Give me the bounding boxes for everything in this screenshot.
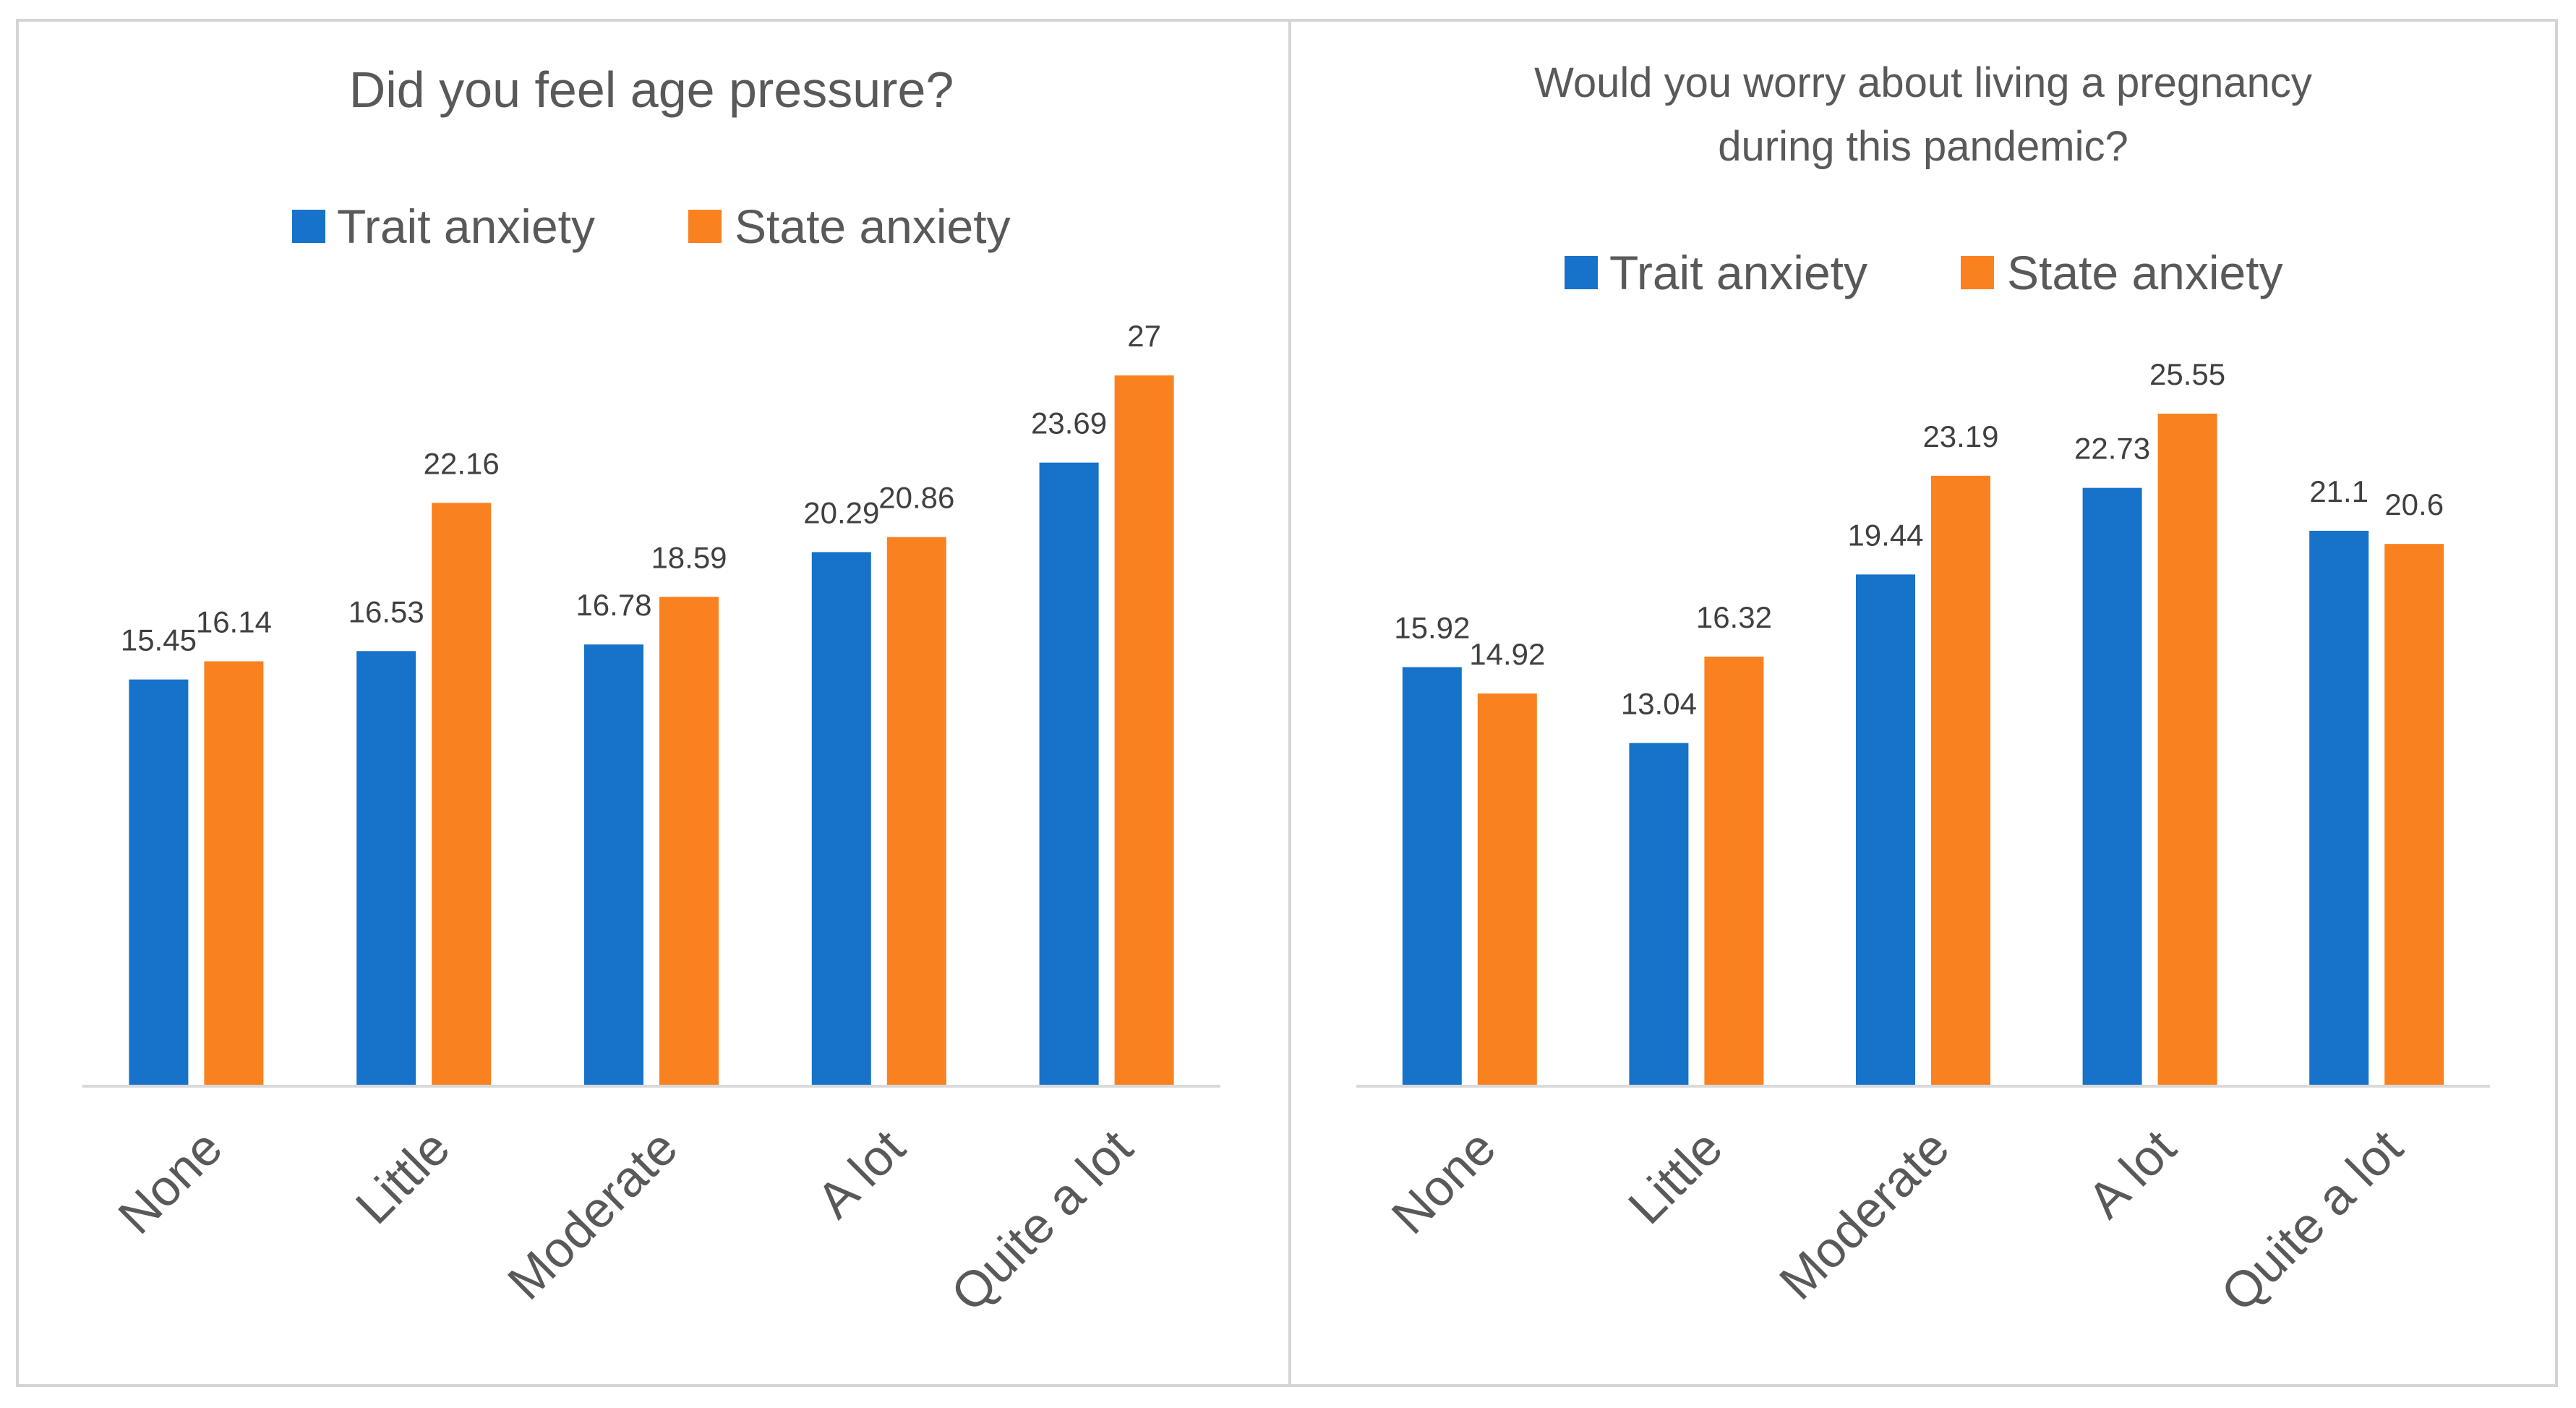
data-label: 20.86 xyxy=(878,481,954,515)
data-label: 22.16 xyxy=(424,446,500,480)
data-label: 15.45 xyxy=(121,623,197,657)
data-label: 16.53 xyxy=(348,594,424,628)
bar-trait-a-lot xyxy=(811,552,871,1086)
bar-trait-none xyxy=(129,679,189,1086)
bar-trait-quite-a-lot xyxy=(2309,530,2369,1086)
data-label: 20.6 xyxy=(2384,487,2444,521)
bar-state-quite-a-lot xyxy=(2384,544,2444,1086)
legend-label-state: State anxiety xyxy=(2007,246,2283,299)
bar-state-none xyxy=(1477,693,1537,1086)
data-label: 18.59 xyxy=(651,540,727,574)
bar-trait-little xyxy=(356,651,416,1086)
data-label: 14.92 xyxy=(1469,637,1545,671)
data-label: 16.78 xyxy=(575,588,651,622)
bar-state-none xyxy=(204,661,264,1086)
bar-trait-moderate xyxy=(1856,574,1915,1086)
data-label: 22.73 xyxy=(2074,432,2150,466)
chart-title: Did you feel age pressure? xyxy=(349,61,954,118)
bar-state-a-lot xyxy=(886,537,946,1086)
bar-state-little xyxy=(432,503,492,1086)
data-label: 16.14 xyxy=(196,605,272,639)
data-label: 25.55 xyxy=(2149,357,2225,391)
chart-title: during this pandemic? xyxy=(1718,123,2128,170)
legend-swatch-state xyxy=(688,210,722,243)
data-label: 21.1 xyxy=(2309,474,2369,508)
legend-swatch-trait xyxy=(1565,256,1598,289)
legend-swatch-trait xyxy=(292,210,325,243)
data-label: 19.44 xyxy=(1847,518,1923,552)
data-label: 15.92 xyxy=(1394,611,1470,645)
data-label: 16.32 xyxy=(1696,600,1772,634)
bar-trait-a-lot xyxy=(2082,487,2142,1086)
bar-trait-none xyxy=(1402,667,1462,1086)
data-label: 20.29 xyxy=(803,495,879,529)
bar-state-quite-a-lot xyxy=(1114,375,1174,1086)
legend-label-trait: Trait anxiety xyxy=(337,200,595,253)
legend-swatch-state xyxy=(1961,256,1994,289)
chart-panel-2: Would you worry about living a pregnancy… xyxy=(1288,19,2558,1387)
bar-trait-moderate xyxy=(584,644,643,1086)
chart-title: Would you worry about living a pregnancy xyxy=(1534,59,2312,106)
bar-trait-little xyxy=(1629,743,1689,1086)
bar-state-moderate xyxy=(659,597,719,1086)
data-label: 27 xyxy=(1127,319,1161,353)
legend-label-trait: Trait anxiety xyxy=(1609,246,1867,299)
bar-state-moderate xyxy=(1931,475,1990,1086)
data-label: 13.04 xyxy=(1621,686,1697,720)
bar-trait-quite-a-lot xyxy=(1039,462,1099,1086)
data-label: 23.69 xyxy=(1031,406,1107,440)
data-label: 23.19 xyxy=(1922,419,1998,453)
bar-state-a-lot xyxy=(2157,413,2217,1086)
bar-state-little xyxy=(1704,656,1764,1086)
legend-label-state: State anxiety xyxy=(735,200,1011,253)
chart-border xyxy=(1288,19,2558,1387)
